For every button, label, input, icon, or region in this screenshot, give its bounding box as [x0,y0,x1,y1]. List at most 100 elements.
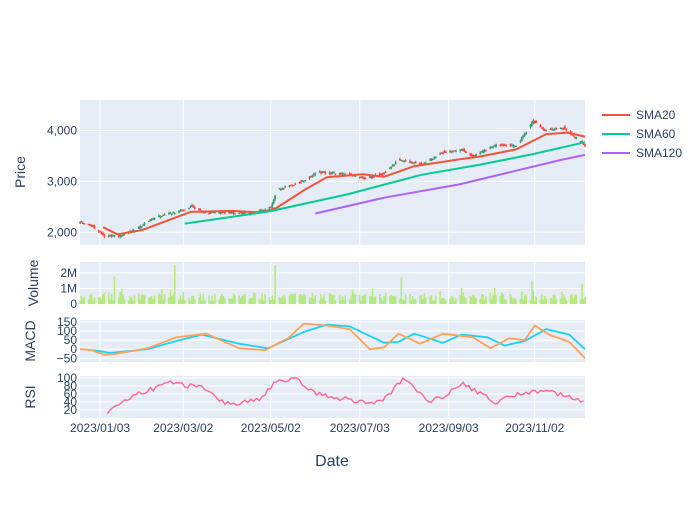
volume-bar [555,299,558,304]
volume-bar [502,294,505,304]
candle-up [288,185,291,187]
candle-up [368,176,371,178]
candle-up [331,172,334,174]
volume-bar [109,299,111,304]
volume-bar [513,298,516,304]
volume-bar [107,293,110,304]
volume-bar [139,299,142,304]
candle-down [278,188,281,190]
candle-up [122,234,124,236]
volume-bar [381,300,384,304]
macd-y-tick-label: 150 [57,315,77,329]
candle-up [439,153,441,155]
volume-bar [423,293,426,304]
volume-bar [92,300,94,304]
volume-bar [188,297,190,304]
candle-down [180,210,183,212]
candle-down [350,173,353,175]
volume-bar [541,294,543,304]
volume-bar [320,294,322,304]
volume-bar [400,277,403,304]
volume-bar [391,295,394,304]
candle-up [119,234,122,237]
volume-bar [232,293,235,304]
x-axis-title: Date [315,453,349,470]
x-tick-label: 2023/01/03 [70,421,130,435]
volume-bar [272,299,275,304]
volume-bar [218,299,220,304]
candle-down [470,153,473,156]
volume-bar [420,295,423,304]
candle-down [453,150,456,152]
candle-down [92,224,94,227]
volume-bar [459,294,461,304]
x-tick-label: 2023/03/02 [153,421,213,435]
volume-bar [432,300,434,304]
volume-bar [241,295,243,304]
candle-down [208,212,211,214]
volume-bar [333,294,335,304]
volume-bar [178,299,180,304]
candle-up [149,219,152,222]
candle-down [485,150,487,152]
volume-bar [103,292,106,304]
candle-down [193,207,196,209]
candle-down [442,152,444,154]
volume-bar [199,293,202,304]
candle-up [454,150,457,152]
macd-y-tick-label: 0 [70,342,77,356]
candle-down [310,176,312,178]
volume-bar [354,294,357,304]
candle-down [381,172,384,175]
candle-up [328,172,331,174]
candle-up [475,153,477,157]
volume-bar [374,296,377,304]
candle-up [529,125,532,127]
candle-up [178,211,180,213]
candle-down [469,154,472,156]
volume-bar [214,293,216,304]
volume-bar [475,297,477,304]
candle-down [574,136,576,138]
macd-y-tick-label: 100 [57,324,77,338]
volume-bar [328,293,331,304]
price-panel: 2,000 3,000 4,000 Price [12,100,586,245]
volume-bar [371,288,374,304]
candle-up [495,144,497,147]
volume-bar [102,294,104,304]
macd-y-tick-label: 50 [64,333,78,347]
candle-down [443,151,446,153]
candle-up [188,208,190,210]
volume-bar [525,294,527,304]
volume-bar [212,300,215,304]
candle-up [460,149,463,151]
volume-bar [201,300,203,304]
volume-bar [113,276,116,304]
candle-up [314,173,317,175]
candle-down [414,162,417,164]
volume-bar [79,300,81,304]
volume-bar [582,299,585,304]
volume-bar [127,300,130,304]
volume-bar [138,293,140,304]
candle-up [341,173,344,175]
volume-bar [390,294,393,304]
candle-up [553,128,556,131]
candle-down [561,128,563,130]
candle-up [493,145,496,147]
candle-down [505,144,507,146]
volume-bar [97,297,100,304]
volume-bar [112,300,114,304]
candle-down [289,185,292,187]
candle-up [312,173,315,176]
candle-up [354,175,357,177]
volume-bar [532,290,535,304]
volume-bar [122,294,124,304]
candle-down [147,221,150,223]
candle-down [565,128,568,131]
candle-up [321,171,324,173]
volume-bar [509,294,512,304]
candle-up [261,209,264,211]
volume-bar [519,298,522,304]
candle-down [500,144,503,146]
